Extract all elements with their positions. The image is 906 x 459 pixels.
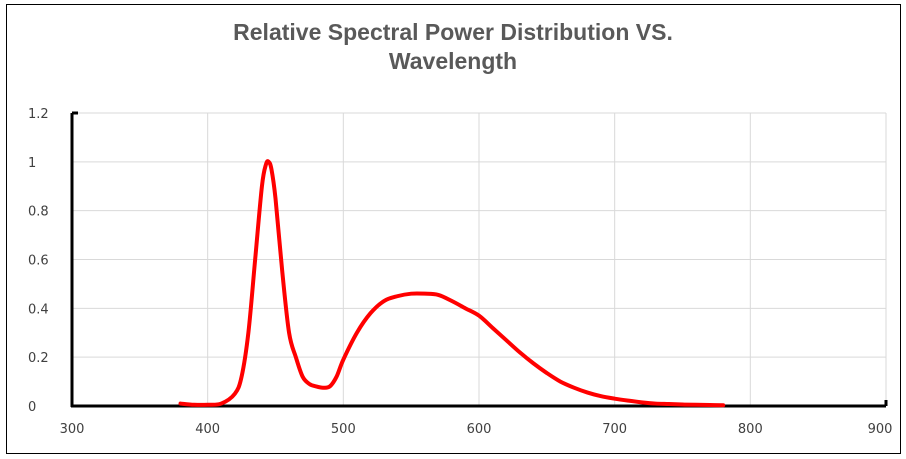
x-tick-label-3: 600: [467, 422, 492, 437]
y-tick-label-5: 1: [28, 156, 36, 171]
x-tick-label-1: 400: [195, 422, 220, 437]
chart-title-line-1: Relative Spectral Power Distribution VS.: [233, 19, 673, 45]
y-tick-label-6: 1.2: [28, 107, 49, 122]
x-tick-label-6: 900: [868, 422, 893, 437]
y-tick-label-4: 0.8: [28, 205, 49, 220]
y-tick-label-2: 0.4: [28, 302, 49, 317]
chart-title: Relative Spectral Power Distribution VS.…: [0, 18, 906, 76]
x-tick-label-0: 300: [60, 422, 85, 437]
series-line-0: [178, 159, 726, 408]
x-tick-label-5: 800: [738, 422, 763, 437]
x-tick-label-2: 500: [331, 422, 356, 437]
chart-title-line-2: Wavelength: [388, 48, 518, 74]
x-tick-label-4: 700: [602, 422, 627, 437]
y-tick-label-1: 0.2: [28, 351, 49, 366]
y-tick-label-3: 0.6: [28, 254, 49, 269]
chart-frame: [6, 4, 901, 454]
y-tick-label-0: 0: [28, 400, 36, 415]
